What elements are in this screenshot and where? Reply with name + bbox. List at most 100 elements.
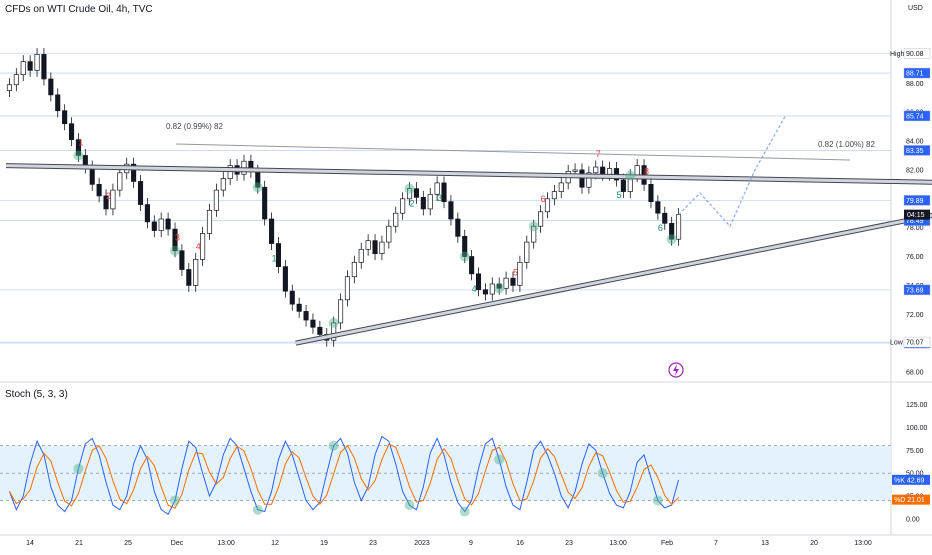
candle-body[interactable] [482, 289, 488, 295]
candle-body[interactable] [579, 169, 585, 188]
candle-body[interactable] [337, 299, 344, 324]
candle-body[interactable] [600, 166, 606, 175]
candle-body[interactable] [496, 283, 502, 289]
candle-body[interactable] [607, 168, 613, 175]
candle-body[interactable] [48, 78, 54, 96]
candle-body[interactable] [213, 189, 219, 211]
candle-body[interactable] [20, 61, 26, 75]
candle-body[interactable] [310, 319, 316, 328]
candle-body[interactable] [41, 54, 47, 80]
candle-body[interactable] [462, 235, 468, 257]
candle-body[interactable] [586, 172, 592, 188]
candle-body[interactable] [55, 94, 61, 112]
stoch-d-line[interactable] [9, 443, 679, 509]
candle-body[interactable] [34, 54, 40, 71]
candle-body[interactable] [27, 61, 33, 71]
candle-body[interactable] [400, 198, 406, 214]
candle-body[interactable] [165, 218, 171, 230]
candle-body[interactable] [393, 212, 399, 227]
candle-body[interactable] [137, 181, 144, 205]
price-badge-value: 88.71 [906, 71, 924, 78]
candle-body[interactable] [634, 165, 640, 177]
candle-body[interactable] [200, 233, 206, 260]
candle-body[interactable] [275, 243, 282, 267]
candle-body[interactable] [317, 326, 323, 335]
candle-body[interactable] [469, 256, 475, 275]
candle-body[interactable] [448, 201, 454, 220]
candle-body[interactable] [620, 179, 626, 192]
candle-body[interactable] [351, 261, 357, 278]
candle-body[interactable] [158, 218, 164, 231]
candle-body[interactable] [179, 250, 185, 270]
candle-body[interactable] [331, 322, 337, 341]
candle-body[interactable] [303, 311, 309, 321]
price-badge-value: 79.89 [906, 198, 924, 205]
candle-body[interactable] [110, 189, 116, 210]
candle-body[interactable] [193, 259, 199, 286]
projection-path [678, 116, 786, 228]
candle-body[interactable] [572, 169, 578, 172]
candle-body[interactable] [434, 182, 440, 195]
candle-body[interactable] [455, 218, 461, 237]
candle-body[interactable] [517, 261, 523, 286]
candle-body[interactable] [62, 110, 68, 125]
stoch-tick-label: 100.00 [906, 425, 928, 432]
candle-body[interactable] [75, 139, 81, 156]
candle-body[interactable] [296, 303, 302, 312]
candle-body[interactable] [510, 277, 516, 286]
candle-body[interactable] [427, 194, 433, 210]
trendline-upper-inner [5, 164, 932, 184]
candle-body[interactable] [282, 266, 288, 292]
candle-body[interactable] [186, 269, 192, 286]
wave-label-green: 5 [616, 190, 621, 200]
candle-body[interactable] [6, 84, 13, 91]
candle-body[interactable] [131, 163, 137, 182]
candle-body[interactable] [420, 196, 426, 210]
lightning-icon[interactable] [668, 362, 684, 378]
candle-body[interactable] [531, 225, 537, 243]
candle-body[interactable] [669, 222, 675, 240]
candle-body[interactable] [551, 191, 557, 200]
candle-body[interactable] [289, 290, 295, 305]
candle-body[interactable] [262, 186, 268, 220]
candle-body[interactable] [406, 188, 413, 200]
stoch-k-label: %K 42.69 [894, 477, 924, 484]
candle-body[interactable] [386, 225, 392, 243]
candle-body[interactable] [593, 166, 599, 174]
candle-body[interactable] [662, 212, 668, 224]
candle-body[interactable] [558, 182, 564, 192]
stoch-k-line[interactable] [8, 435, 680, 516]
candle-body[interactable] [648, 183, 654, 203]
candle-body[interactable] [544, 198, 551, 213]
candle-body[interactable] [413, 188, 419, 198]
candle-body[interactable] [441, 182, 447, 203]
candle-body[interactable] [117, 172, 123, 191]
candle-body[interactable] [475, 273, 482, 291]
candle-body[interactable] [96, 183, 102, 197]
candle-body[interactable] [503, 277, 509, 289]
candle-body[interactable] [68, 123, 75, 140]
candle-body[interactable] [13, 74, 19, 86]
candle-body[interactable] [489, 283, 495, 295]
candle-body[interactable] [655, 201, 661, 214]
candle-body[interactable] [344, 276, 351, 301]
candle-body[interactable] [358, 248, 364, 263]
candle-body[interactable] [269, 218, 275, 244]
candle-body[interactable] [172, 228, 178, 252]
candle-body[interactable] [206, 209, 213, 234]
candle-body[interactable] [675, 214, 682, 240]
candle-body[interactable] [365, 240, 371, 250]
candle-body[interactable] [144, 204, 150, 223]
candle-body[interactable] [103, 195, 109, 210]
candle-body[interactable] [538, 211, 544, 227]
candle-body[interactable] [379, 241, 385, 254]
candle-body[interactable] [151, 221, 157, 231]
candle-body[interactable] [220, 178, 226, 191]
candle-body[interactable] [372, 240, 378, 254]
candle-body[interactable] [524, 241, 530, 263]
fib-line[interactable] [175, 143, 851, 161]
